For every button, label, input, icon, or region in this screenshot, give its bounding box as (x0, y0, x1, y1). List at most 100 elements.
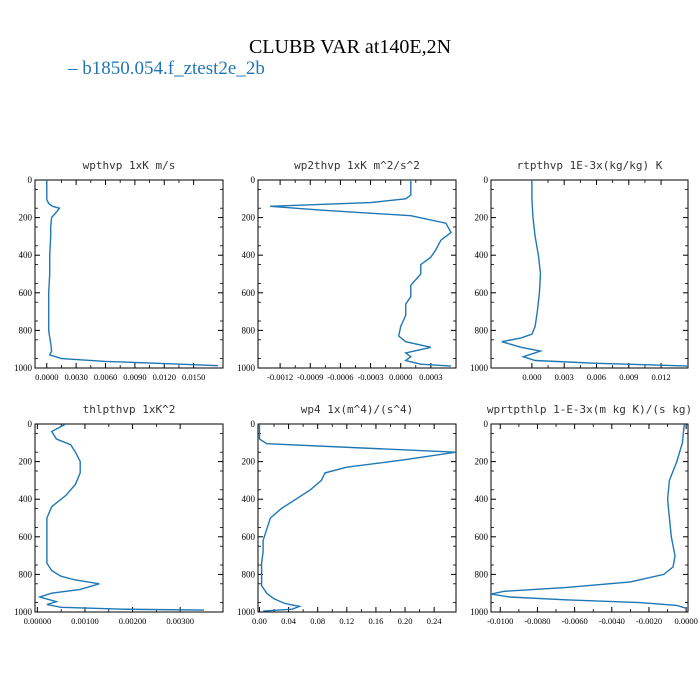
x-tick-label: 0.012 (652, 372, 671, 382)
x-tick-label: 0.0003 (419, 372, 442, 382)
y-tick-label: 1000 (237, 363, 256, 373)
y-tick-label: 0 (484, 419, 489, 429)
x-tick-label: 0.12 (339, 616, 354, 626)
y-tick-label: 800 (475, 325, 489, 335)
y-tick-label: 800 (475, 569, 489, 579)
x-tick-label: 0.003 (555, 372, 574, 382)
y-tick-label: 800 (242, 325, 256, 335)
y-tick-label: 200 (19, 213, 33, 223)
y-tick-label: 0 (251, 175, 256, 185)
x-tick-label: 0.08 (310, 616, 325, 626)
panel-2: wp2thvp 1xK m^2/s^2 0 200 400 600 800 1000 -0.0… (237, 159, 457, 382)
x-tick-label: -0.0040 (599, 616, 625, 626)
series-line (258, 424, 456, 612)
series-line (270, 180, 452, 367)
panel-6: wprtpthlp 1-E-3x(m kg K)/(s kg) 0 200 400 60… (470, 403, 698, 626)
x-tick-label: 0.0030 (64, 372, 87, 382)
plot-frame (34, 423, 224, 613)
y-tick-label: 600 (475, 532, 489, 542)
y-tick-label: 800 (19, 569, 33, 579)
plot-frame (490, 179, 689, 369)
x-tick-label: -0.0012 (267, 372, 293, 382)
x-tick-label: 0.24 (427, 616, 443, 626)
y-tick-label: 200 (19, 457, 33, 467)
plot-frame (490, 423, 689, 613)
x-tick-label: 0.000 (522, 372, 541, 382)
panel-title: wpthvp 1xK m/s (83, 159, 176, 172)
x-tick-label: 0.0000 (674, 616, 697, 626)
x-tick-label: 0.00000 (24, 616, 52, 626)
y-tick-label: 200 (242, 213, 256, 223)
y-tick-label: 1000 (14, 607, 33, 617)
x-tick-label: 0.0120 (153, 372, 176, 382)
y-tick-label: 400 (475, 250, 489, 260)
y-tick-label: 1000 (470, 363, 489, 373)
panel-title: thlpthvp 1xK^2 (83, 403, 176, 416)
x-tick-label: -0.0020 (636, 616, 662, 626)
panel-title: wp4 1x(m^4)/(s^4) (301, 403, 414, 416)
y-tick-label: 400 (19, 494, 33, 504)
series-line (46, 180, 219, 367)
y-tick-label: 1000 (14, 363, 33, 373)
y-tick-label: 600 (242, 532, 256, 542)
y-tick-label: 0 (28, 175, 33, 185)
x-tick-label: 0.00300 (166, 616, 194, 626)
y-tick-label: 0 (251, 419, 256, 429)
x-tick-label: 0.0000 (35, 372, 58, 382)
y-tick-label: 200 (475, 457, 489, 467)
x-tick-label: 0.04 (281, 616, 297, 626)
x-tick-label: 0.00200 (119, 616, 147, 626)
panel-title: wp2thvp 1xK m^2/s^2 (294, 159, 420, 172)
y-tick-label: 400 (242, 494, 256, 504)
x-tick-label: -0.0009 (297, 372, 323, 382)
x-tick-label: 0.006 (587, 372, 606, 382)
x-tick-label: -0.0100 (487, 616, 513, 626)
x-tick-label: 0.0060 (94, 372, 117, 382)
y-tick-label: 800 (19, 325, 33, 335)
x-tick-label: 0.20 (398, 616, 413, 626)
legend-line-marker: – (68, 58, 78, 79)
x-tick-label: 0.0150 (182, 372, 205, 382)
plot-frame (34, 179, 224, 369)
x-tick-label: 0.16 (368, 616, 383, 626)
y-tick-label: 600 (19, 288, 33, 298)
x-tick-label: 0.00100 (71, 616, 99, 626)
y-tick-label: 800 (242, 569, 256, 579)
x-tick-label: -0.0006 (327, 372, 353, 382)
y-tick-label: 0 (484, 175, 489, 185)
x-tick-label: 0.009 (619, 372, 638, 382)
y-tick-label: 200 (242, 457, 256, 467)
x-tick-label: 0.00 (252, 616, 267, 626)
x-tick-label: 0.0090 (123, 372, 146, 382)
y-tick-label: 600 (19, 532, 33, 542)
x-tick-label: -0.0080 (524, 616, 550, 626)
legend-label: b1850.054.f_ztest2e_2b (82, 58, 265, 79)
y-tick-label: 1000 (237, 607, 256, 617)
y-tick-label: 200 (475, 213, 489, 223)
x-tick-label: 0.0000 (389, 372, 412, 382)
plot-frame (257, 423, 457, 613)
y-tick-label: 400 (475, 494, 489, 504)
y-tick-label: 400 (19, 250, 33, 260)
panel-title: rtpthvp 1E-3x(kg/kg) K (517, 159, 663, 172)
plot-frame (257, 179, 457, 369)
series-line (37, 424, 205, 611)
y-tick-label: 0 (28, 419, 33, 429)
panel-title: wprtpthlp 1-E-3x(m kg K)/(s kg) (487, 403, 692, 416)
y-tick-label: 600 (242, 288, 256, 298)
panel-3: rtpthvp 1E-3x(kg/kg) K 0 200 400 600 800 1000 0… (470, 159, 689, 382)
y-tick-label: 1000 (470, 607, 489, 617)
x-tick-label: -0.0060 (562, 616, 588, 626)
y-tick-label: 600 (475, 288, 489, 298)
legend: – b1850.054.f_ztest2e_2b (68, 58, 265, 80)
y-tick-label: 400 (242, 250, 256, 260)
figure-title: CLUBB VAR at140E,2N (248, 36, 452, 58)
series-line (501, 180, 688, 367)
series-line (491, 424, 687, 609)
x-tick-label: -0.0003 (357, 372, 383, 382)
